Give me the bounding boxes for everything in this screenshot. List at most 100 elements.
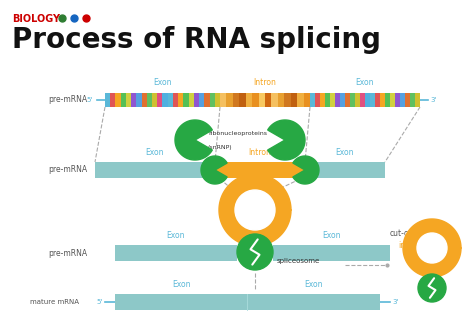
Bar	[147, 93, 152, 107]
Bar	[325, 93, 330, 107]
Bar	[375, 93, 380, 107]
Text: Exon: Exon	[304, 280, 323, 289]
Text: pre-mRNA: pre-mRNA	[48, 95, 88, 105]
Bar	[273, 245, 390, 261]
Bar	[335, 93, 340, 107]
Text: Intron: Intron	[248, 148, 272, 157]
Bar	[370, 93, 375, 107]
Bar	[168, 93, 173, 107]
Text: pre-mRNA: pre-mRNA	[48, 249, 88, 258]
Bar	[183, 93, 189, 107]
Bar	[173, 93, 178, 107]
Bar	[284, 93, 291, 107]
Text: Exon: Exon	[167, 231, 185, 240]
Bar	[297, 93, 303, 107]
Bar	[395, 93, 400, 107]
Bar	[405, 93, 410, 107]
Bar	[390, 93, 395, 107]
Text: 5': 5'	[97, 299, 103, 305]
Circle shape	[418, 274, 446, 302]
Text: mature mRNA: mature mRNA	[30, 299, 80, 305]
Bar	[189, 93, 194, 107]
Polygon shape	[175, 120, 212, 160]
Polygon shape	[403, 219, 461, 277]
Bar	[410, 93, 415, 107]
Text: Exon: Exon	[336, 148, 354, 157]
Circle shape	[235, 190, 275, 230]
Text: Exon: Exon	[172, 280, 191, 289]
Bar	[385, 93, 390, 107]
Bar	[330, 93, 335, 107]
Text: Exon: Exon	[153, 78, 172, 87]
Bar	[360, 93, 365, 107]
Bar	[303, 93, 310, 107]
Circle shape	[237, 234, 273, 270]
Text: BIOLOGY: BIOLOGY	[12, 14, 60, 24]
Bar	[315, 93, 320, 107]
Bar	[121, 93, 126, 107]
Text: 3': 3'	[430, 97, 437, 103]
Bar	[199, 93, 204, 107]
Bar	[259, 93, 265, 107]
Bar	[272, 93, 278, 107]
Text: pre-mRNA: pre-mRNA	[48, 165, 88, 175]
Text: Intron: Intron	[254, 78, 276, 87]
Polygon shape	[268, 120, 305, 160]
Bar	[115, 245, 237, 261]
Bar	[204, 93, 210, 107]
Text: spliceosome: spliceosome	[277, 258, 320, 264]
Bar	[239, 93, 246, 107]
Text: Exon: Exon	[322, 231, 341, 240]
Bar	[340, 93, 345, 107]
Bar	[291, 93, 297, 107]
Text: Exon: Exon	[356, 78, 374, 87]
Bar	[126, 93, 131, 107]
Text: 5': 5'	[87, 97, 93, 103]
Text: ribonucleoproteins: ribonucleoproteins	[208, 132, 267, 136]
Text: intron: intron	[398, 241, 421, 250]
Text: 3': 3'	[392, 299, 398, 305]
Bar	[157, 93, 163, 107]
Bar	[320, 93, 325, 107]
Bar	[163, 93, 168, 107]
Bar	[365, 93, 370, 107]
Bar	[305, 162, 385, 178]
Bar	[215, 93, 220, 107]
Polygon shape	[201, 156, 227, 184]
Bar	[110, 93, 116, 107]
Bar	[252, 93, 259, 107]
Bar	[278, 93, 284, 107]
Bar	[178, 93, 183, 107]
Bar	[415, 93, 420, 107]
Text: Exon: Exon	[146, 148, 164, 157]
Bar	[220, 93, 227, 107]
Bar	[210, 93, 215, 107]
Bar	[105, 93, 110, 107]
Bar	[215, 162, 305, 178]
Polygon shape	[293, 156, 319, 184]
Bar	[265, 93, 272, 107]
Bar	[310, 93, 315, 107]
Bar	[115, 294, 380, 310]
Text: (snRNP): (snRNP)	[208, 144, 233, 149]
Text: Process of RNA splicing: Process of RNA splicing	[12, 26, 381, 54]
Polygon shape	[219, 174, 291, 246]
Circle shape	[417, 233, 447, 263]
Bar	[227, 93, 233, 107]
Bar	[152, 93, 157, 107]
Text: cut-out: cut-out	[390, 228, 418, 238]
Bar	[345, 93, 350, 107]
Bar	[246, 93, 252, 107]
Bar	[116, 93, 121, 107]
Bar	[350, 93, 355, 107]
Bar	[194, 93, 199, 107]
Text: Intron: Intron	[244, 186, 266, 195]
Bar	[355, 93, 360, 107]
Bar	[131, 93, 137, 107]
Bar	[233, 93, 239, 107]
Bar	[400, 93, 405, 107]
Bar	[137, 93, 142, 107]
Bar	[95, 162, 215, 178]
Bar	[380, 93, 385, 107]
Bar	[142, 93, 147, 107]
